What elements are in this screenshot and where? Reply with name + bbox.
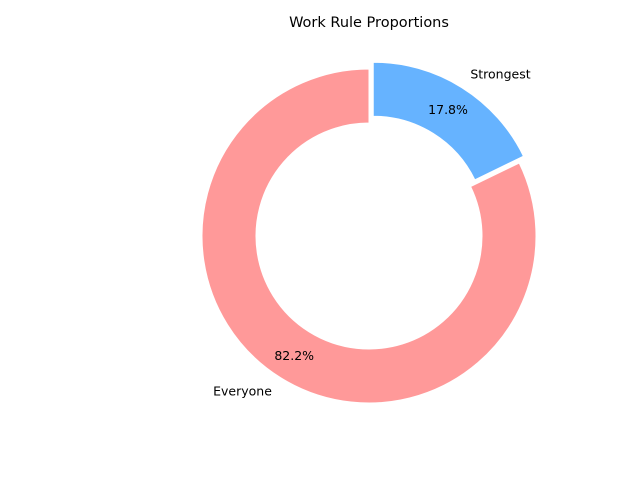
pct-label-strongest: 17.8% (428, 102, 468, 117)
slice-label-strongest: Strongest (470, 67, 530, 82)
slice-strongest (372, 61, 525, 181)
donut-slices (201, 61, 537, 404)
donut-labels: 17.8% Strongest 82.2% Everyone (213, 67, 531, 399)
slice-everyone (201, 68, 537, 404)
chart-title: Work Rule Proportions (289, 15, 449, 31)
pct-label-everyone: 82.2% (274, 348, 314, 363)
slice-label-everyone: Everyone (213, 384, 272, 399)
